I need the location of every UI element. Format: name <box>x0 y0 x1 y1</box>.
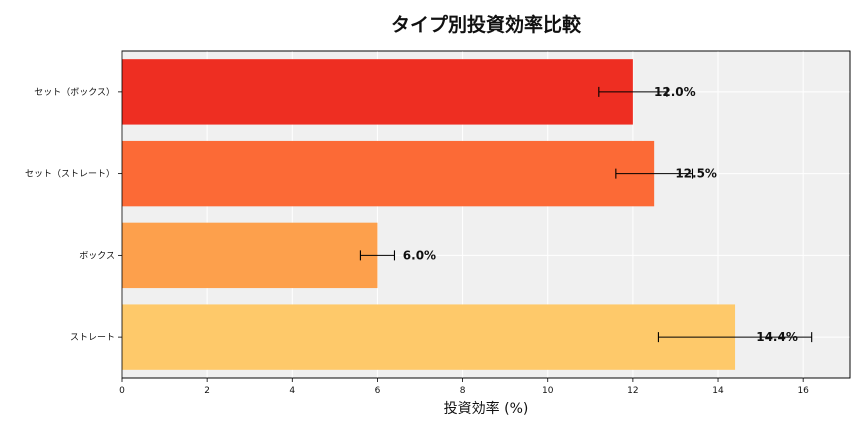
x-tick-label-3: 6 <box>375 386 381 396</box>
x-tick-label-1: 2 <box>204 386 210 396</box>
x-tick-label-7: 14 <box>712 386 724 396</box>
data-label-1: 12.5% <box>675 167 717 181</box>
x-tick-label-0: 0 <box>119 386 125 396</box>
data-label-2: 6.0% <box>403 248 436 262</box>
plot-frame <box>121 50 851 379</box>
x-tick-label-8: 16 <box>797 386 809 396</box>
error-bars <box>359 86 813 343</box>
bar-1 <box>122 140 655 207</box>
bars <box>122 59 736 370</box>
category-label-0: セット（ボックス） <box>34 87 115 98</box>
x-tick-label-2: 4 <box>289 386 295 396</box>
chart-title: タイプ別投資効率比較 <box>391 13 582 36</box>
x-tick-label-4: 8 <box>460 386 466 396</box>
data-label-0: 12.0% <box>654 85 696 99</box>
bar-0 <box>122 59 633 125</box>
bar-3 <box>122 304 736 370</box>
category-label-3: ストレート <box>70 333 115 343</box>
bar-2 <box>122 222 378 289</box>
category-label-2: ボックス <box>79 250 115 261</box>
category-label-1: セット（ストレート） <box>25 169 115 180</box>
x-tick-label-6: 12 <box>627 386 638 396</box>
x-axis-label: 投資効率 (%) <box>444 400 529 417</box>
data-labels: 12.0% 12.5% 6.0% 14.4% <box>403 85 798 344</box>
x-tick-label-5: 10 <box>542 386 554 396</box>
data-label-3: 14.4% <box>756 330 798 344</box>
